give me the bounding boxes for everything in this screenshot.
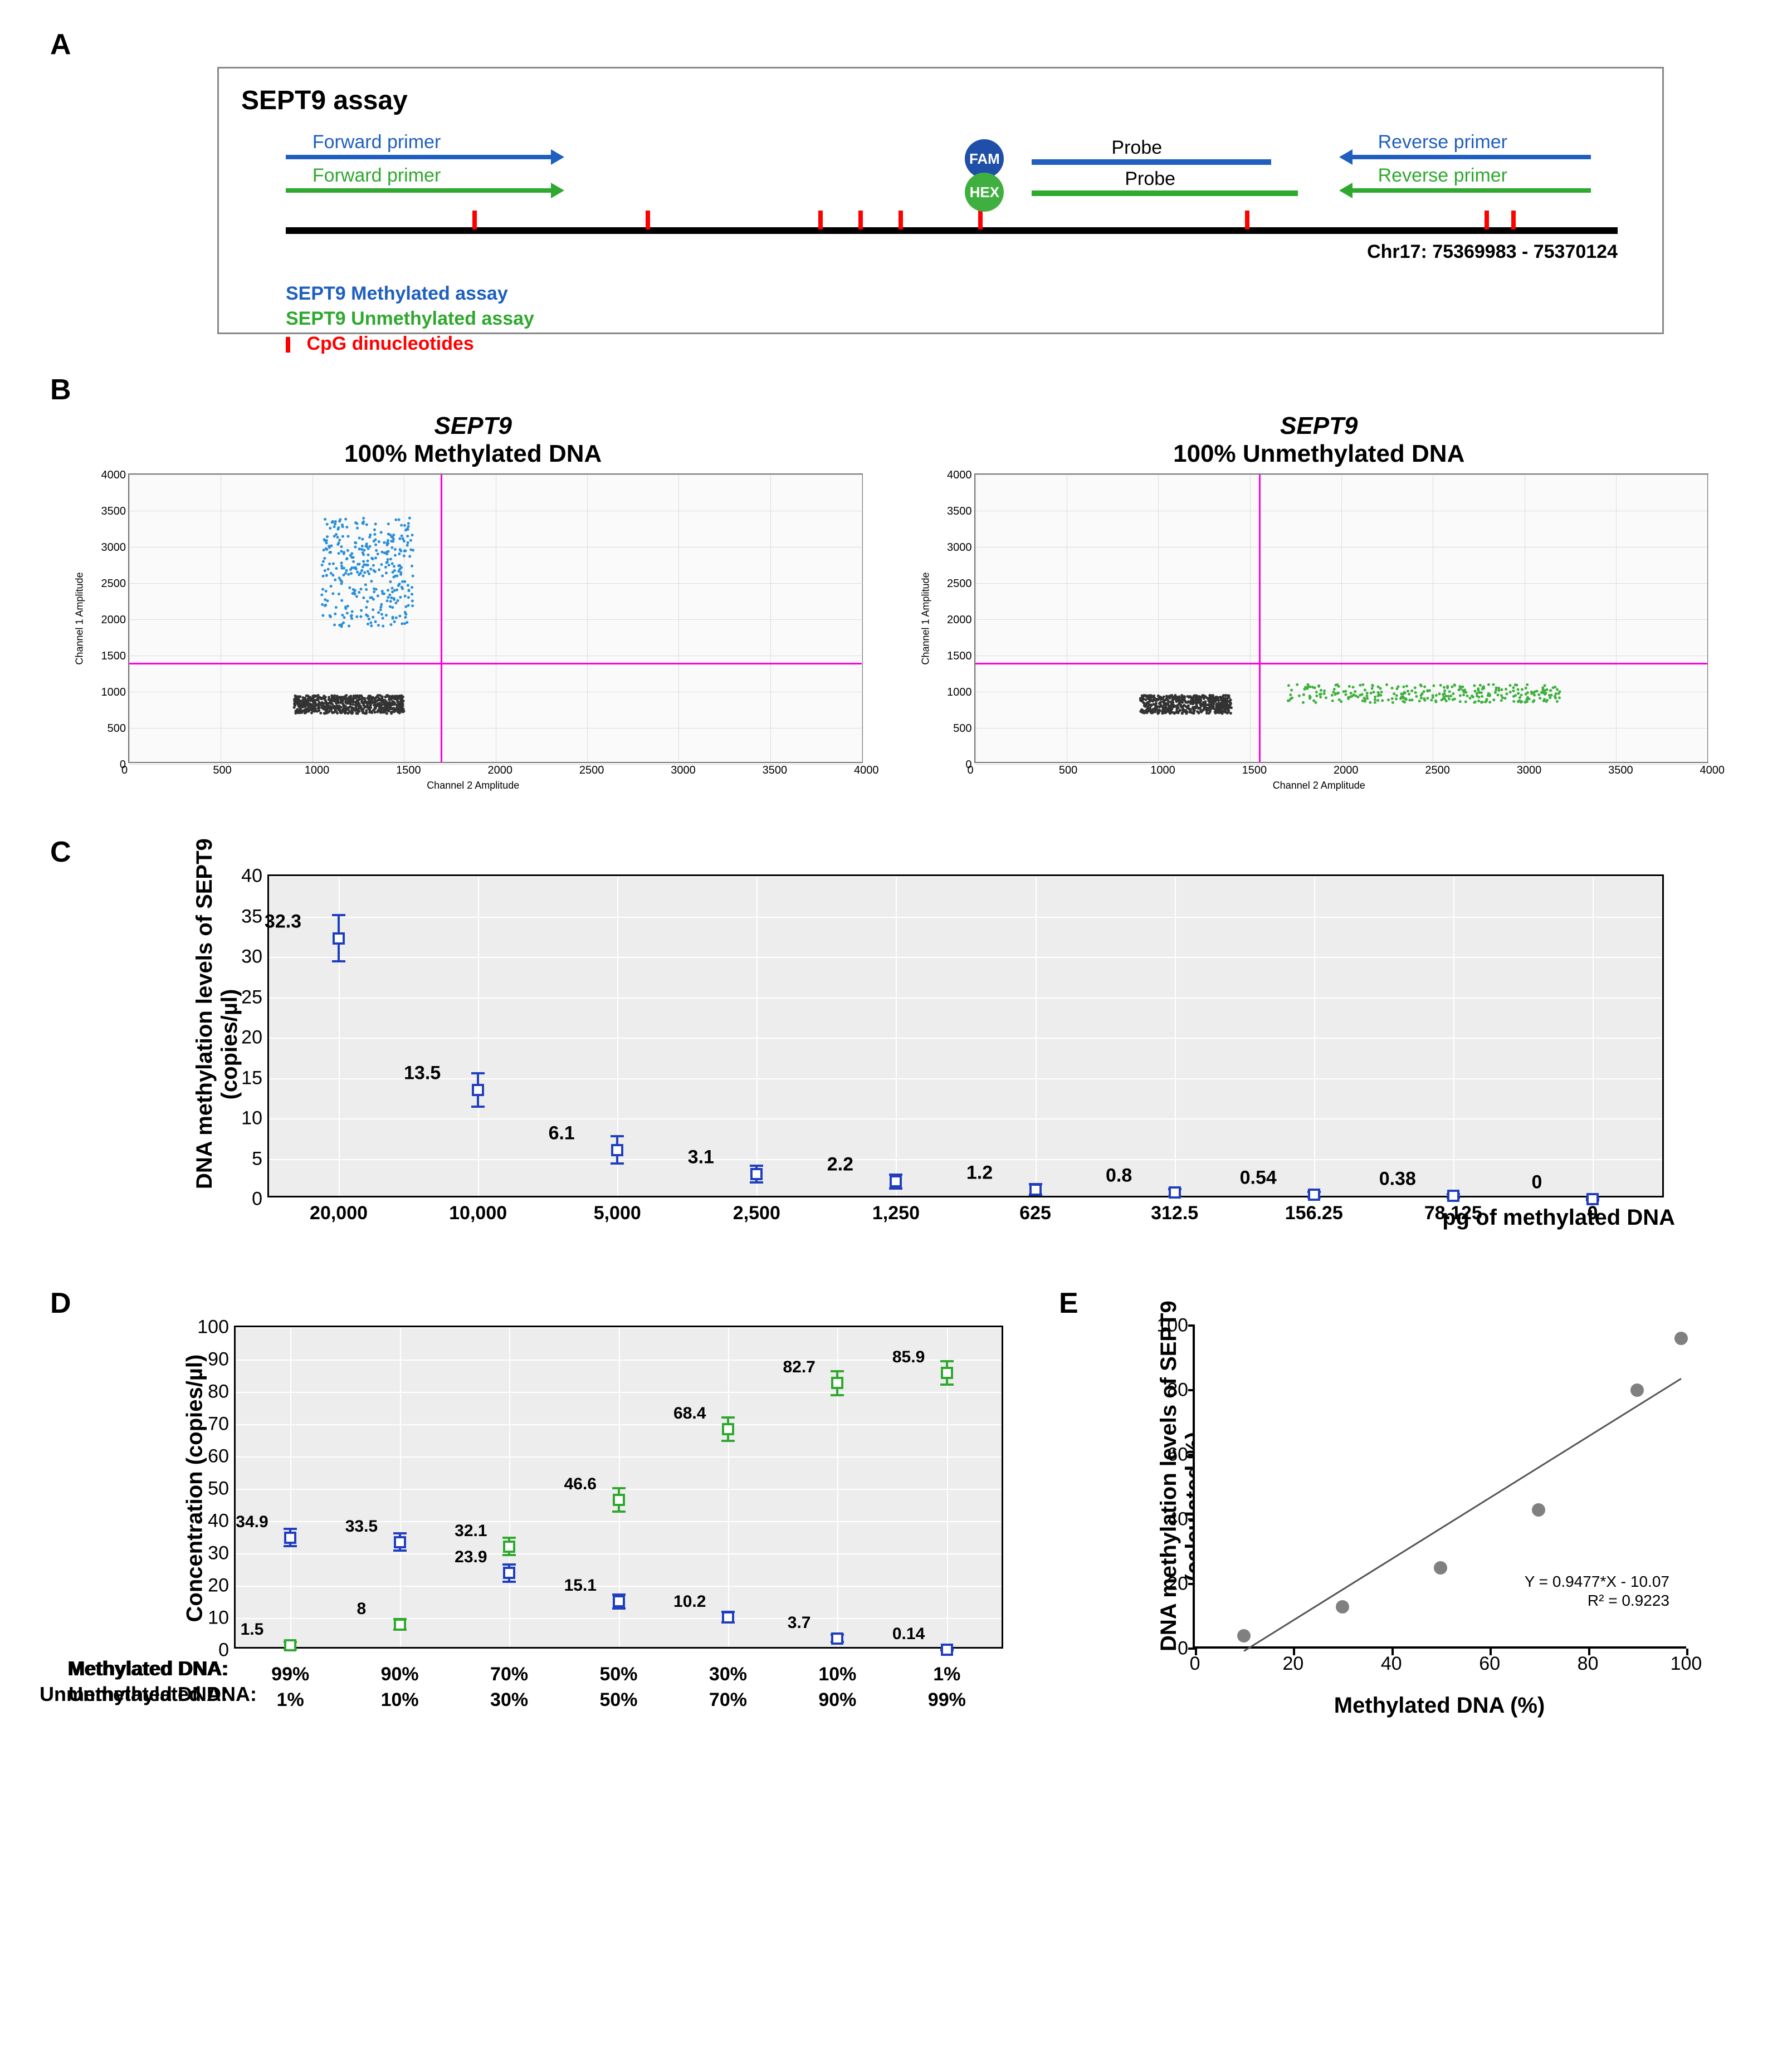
regression-line (1243, 1378, 1682, 1652)
cpg-tick (858, 211, 863, 229)
panel-b-label: B (50, 373, 1775, 407)
data-marker (941, 1367, 953, 1379)
data-point (1630, 1383, 1644, 1397)
data-marker (941, 1644, 953, 1656)
data-marker (333, 932, 345, 945)
cpg-tick (1511, 211, 1516, 229)
probe-label: Probe (1125, 168, 1175, 190)
panel-a-title: SEPT9 assay (241, 85, 1640, 116)
primer-label: Reverse primer (1378, 165, 1507, 187)
probe-line (1032, 159, 1271, 165)
panel-c-chart: 051015202530354020,00032.310,00013.55,00… (267, 874, 1664, 1197)
panel-a-label: A (50, 28, 1775, 61)
data-marker (394, 1619, 406, 1631)
data-marker (722, 1611, 734, 1624)
data-marker (472, 1084, 484, 1096)
data-marker (750, 1168, 763, 1180)
panel-d-ylabel: Concentration (copies/µl) (183, 1366, 208, 1622)
data-marker (831, 1632, 843, 1645)
forward-primer-arrow (286, 155, 552, 159)
primer-label: Forward primer (312, 131, 441, 153)
scatter-right: SEPT9 100% Unmethylated DNA 050010001500… (919, 412, 1720, 802)
data-marker (722, 1423, 734, 1435)
data-marker (503, 1567, 515, 1579)
cpg-tick (1485, 211, 1489, 229)
panel-c-label: C (50, 835, 1775, 869)
primer-label: Forward primer (312, 165, 441, 187)
data-point (1674, 1332, 1688, 1345)
panel-e-xlabel: Methylated DNA (%) (1334, 1693, 1545, 1718)
reverse-primer-arrow (1351, 155, 1591, 159)
r-squared: R² = 0.9223 (1588, 1592, 1669, 1610)
panel-a-box: SEPT9 assay Forward primerForward primer… (217, 67, 1664, 334)
cpg-tick (472, 211, 477, 229)
panel-e-chart: 020406080100020406080100Y = 0.9477*X - 1… (1193, 1326, 1686, 1649)
scatter-left-title: SEPT9 100% Methylated DNA (72, 412, 874, 468)
data-point (1336, 1600, 1349, 1614)
data-marker (890, 1175, 902, 1187)
cpg-tick (646, 211, 650, 229)
reverse-primer-arrow (1351, 188, 1591, 193)
data-marker (503, 1541, 515, 1553)
legend-cpg: CpG dinucleotides (286, 333, 1640, 355)
data-marker (1308, 1189, 1320, 1201)
data-marker (831, 1377, 843, 1389)
data-marker (611, 1144, 623, 1156)
dna-strand (286, 227, 1618, 234)
forward-primer-arrow (286, 188, 552, 193)
legend-methylated: SEPT9 Methylated assay (286, 283, 1640, 305)
data-marker (1029, 1184, 1042, 1196)
panel-d-label: D (50, 1287, 1037, 1320)
probe-line (1032, 190, 1298, 196)
data-point (1532, 1503, 1545, 1517)
primer-label: Reverse primer (1378, 131, 1507, 153)
genomic-coords: Chr17: 75369983 - 75370124 (1367, 241, 1618, 263)
assay-diagram: Forward primer Forward primer Reverse prim… (286, 133, 1618, 277)
data-marker (613, 1595, 625, 1607)
cpg-tick (899, 211, 903, 229)
data-point (1237, 1629, 1251, 1642)
legend-unmethylated: SEPT9 Unmethylated assay (286, 308, 1640, 330)
panel-d-chart: 010203040506070809010034.933.523.915.110… (234, 1326, 1003, 1649)
panel-b-wrap: SEPT9 100% Methylated DNA 05001000150020… (72, 412, 1720, 802)
scatter-xlabel: Channel 2 Amplitude (427, 780, 519, 791)
cpg-tick (818, 211, 823, 229)
cpg-tick (978, 211, 983, 229)
data-point (1434, 1561, 1447, 1575)
scatter-left-plot: 0500100015002000250030003500400005001000… (128, 473, 863, 763)
data-marker (284, 1532, 296, 1544)
panel-c-xlabel: pg of methylated DNA (1442, 1205, 1675, 1230)
scatter-right-title: SEPT9 100% Unmethylated DNA (919, 412, 1720, 468)
scatter-xlabel: Channel 2 Amplitude (1273, 780, 1365, 791)
data-marker (613, 1494, 625, 1506)
fit-equation: Y = 0.9477*X - 10.07 (1525, 1573, 1669, 1591)
scatter-ylabel: Channel 1 Amplitude (920, 572, 931, 664)
hex-dye-icon: HEX (965, 173, 1004, 212)
scatter-left: SEPT9 100% Methylated DNA 05001000150020… (72, 412, 874, 802)
data-marker (1586, 1193, 1599, 1205)
data-marker (284, 1639, 296, 1651)
scatter-ylabel: Channel 1 Amplitude (74, 572, 86, 664)
scatter-right-plot: 0500100015002000250030003500400005001000… (974, 473, 1709, 763)
cpg-tick (1245, 211, 1249, 229)
data-marker (394, 1536, 406, 1548)
panel-c-ylabel: DNA methylation levels of SEPT9(copies/µ… (192, 899, 242, 1189)
probe-label: Probe (1111, 137, 1162, 159)
data-marker (1169, 1186, 1181, 1199)
data-marker (1447, 1190, 1459, 1202)
